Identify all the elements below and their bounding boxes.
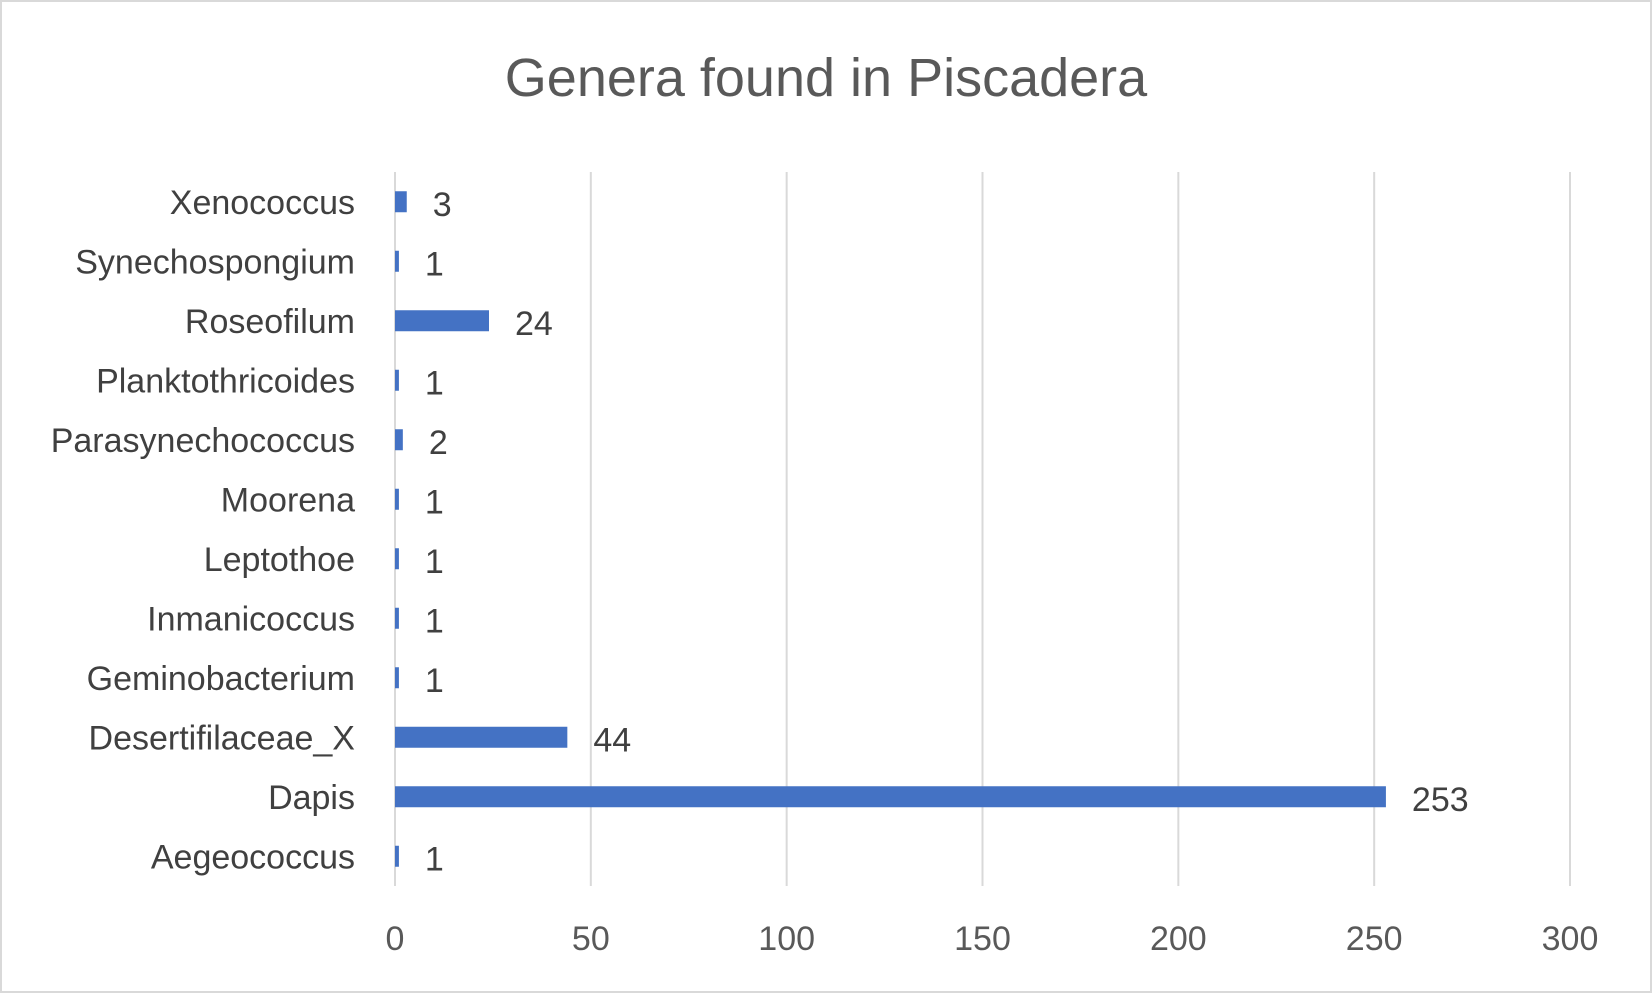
data-label: 1 <box>425 840 444 878</box>
data-label: 1 <box>425 364 444 402</box>
data-label: 1 <box>425 245 444 283</box>
bar-xenococcus <box>395 191 407 213</box>
bar-geminobacterium <box>395 667 399 689</box>
data-labels: 1 253 44 1 1 1 1 2 1 24 1 3 <box>425 186 1469 879</box>
category-label: Planktothricoides <box>96 362 355 400</box>
data-label: 24 <box>515 305 553 343</box>
bar-synechospongium <box>395 250 399 272</box>
data-label: 3 <box>433 186 452 224</box>
category-label: Desertifilaceae_X <box>89 719 355 757</box>
bar-moorena <box>395 488 399 510</box>
gridlines <box>394 172 1571 886</box>
data-label: 253 <box>1412 781 1469 819</box>
bar-dapis <box>395 786 1386 808</box>
data-label: 1 <box>425 543 444 581</box>
x-tick-label: 150 <box>954 920 1011 958</box>
category-label: Xenococcus <box>170 184 355 222</box>
category-label: Inmanicoccus <box>147 600 355 638</box>
x-tick-label: 250 <box>1346 920 1403 958</box>
bar-roseofilum <box>395 310 489 332</box>
category-axis-labels: Aegeococcus Dapis Desertifilaceae_X Geminob… <box>51 184 355 877</box>
x-tick-label: 300 <box>1542 920 1599 958</box>
data-label: 1 <box>425 483 444 521</box>
category-label: Geminobacterium <box>87 660 355 698</box>
category-label: Moorena <box>221 481 355 519</box>
data-label: 1 <box>425 602 444 640</box>
x-tick-label: 200 <box>1150 920 1207 958</box>
data-label: 2 <box>429 424 448 462</box>
x-tick-label: 50 <box>572 920 610 958</box>
bar-parasynechococcus <box>395 429 403 451</box>
bar-series <box>395 191 1386 867</box>
category-label: Parasynechococcus <box>51 422 355 460</box>
data-label: 1 <box>425 662 444 700</box>
bar-leptothoe <box>395 548 399 570</box>
category-label: Synechospongium <box>75 243 355 281</box>
x-tick-label: 0 <box>386 920 405 958</box>
category-label: Leptothoe <box>204 541 355 579</box>
x-tick-label: 100 <box>758 920 815 958</box>
category-label: Roseofilum <box>185 303 355 341</box>
bar-aegeococcus <box>395 845 399 867</box>
data-label: 44 <box>593 721 631 759</box>
bar-planktothricoides <box>395 369 399 391</box>
category-label: Dapis <box>268 779 355 817</box>
bar-inmanicoccus <box>395 607 399 629</box>
value-axis-labels: 0 50 100 150 200 250 300 <box>386 920 1599 958</box>
category-label: Aegeococcus <box>151 838 355 876</box>
chart-title: Genera found in Piscadera <box>505 48 1148 108</box>
bar-desertifilaceae-x <box>395 726 568 748</box>
